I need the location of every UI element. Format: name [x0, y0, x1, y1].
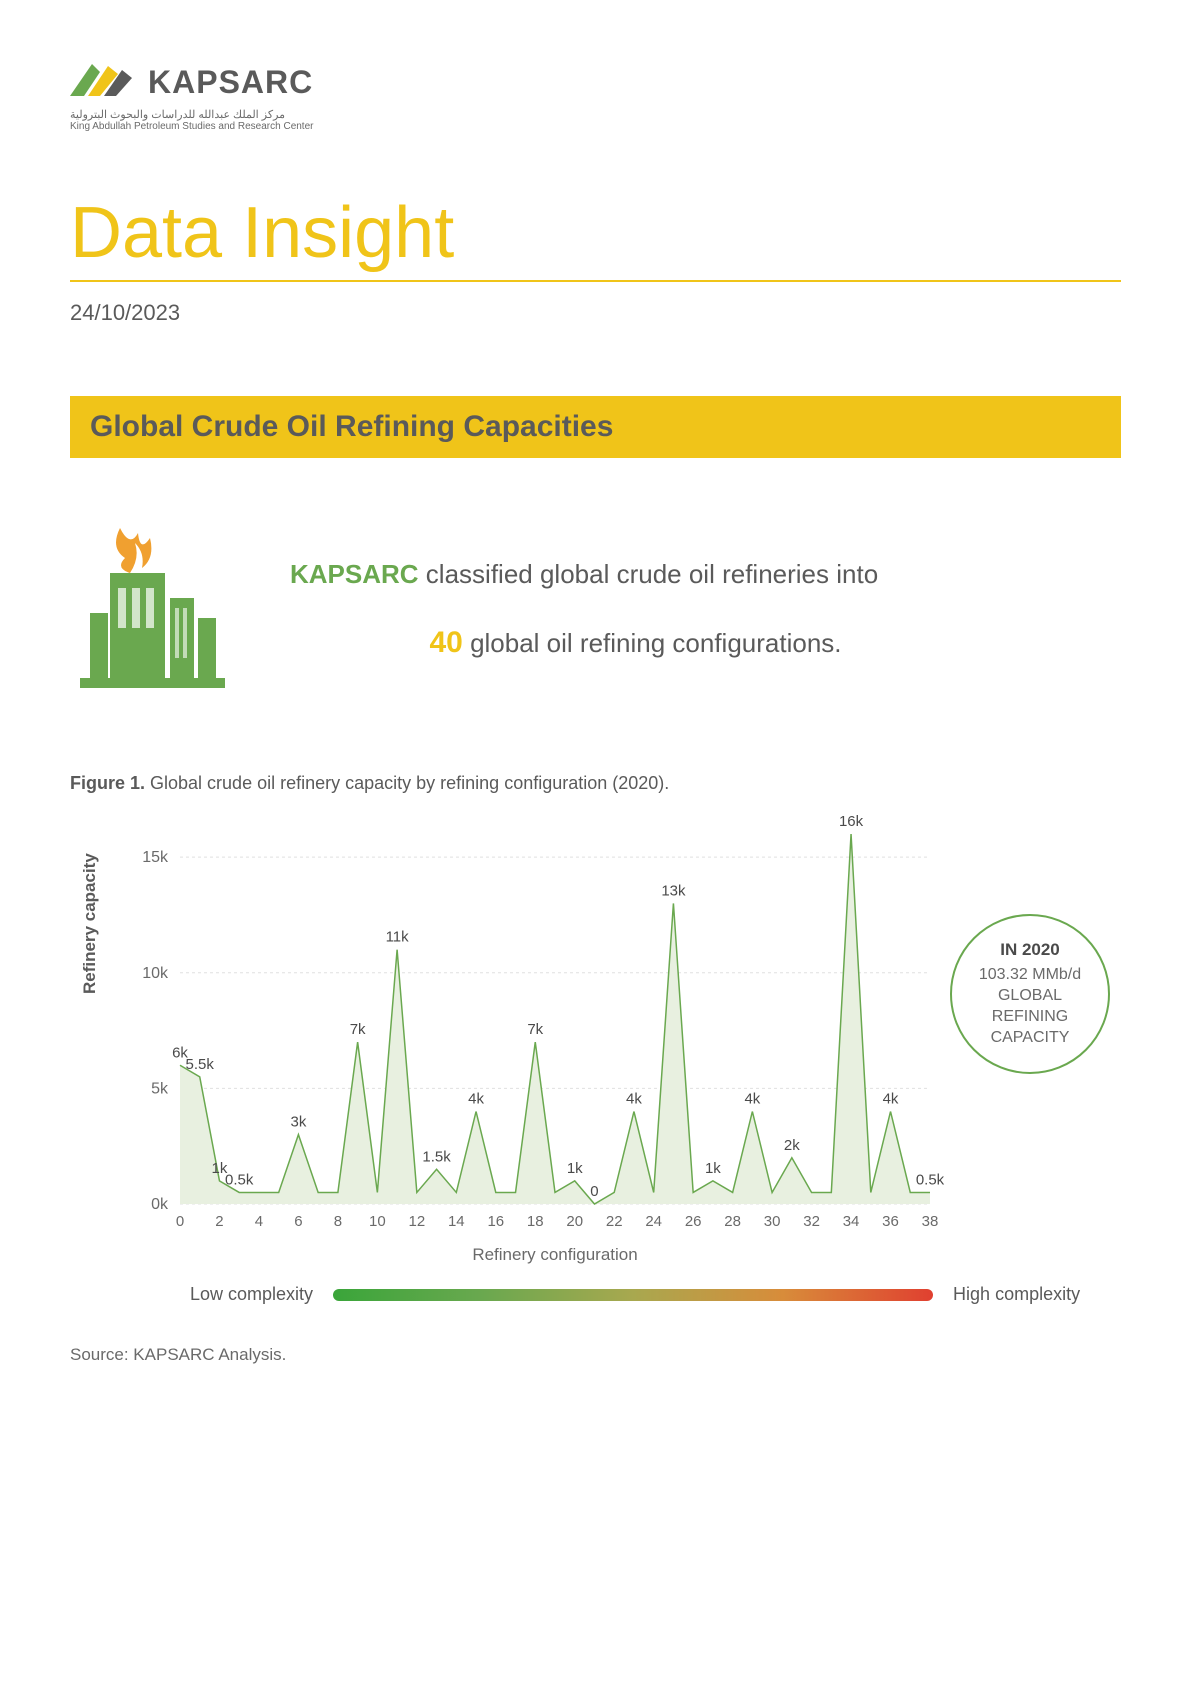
complexity-low: Low complexity — [190, 1284, 313, 1305]
complexity-legend: Low complexity High complexity — [190, 1284, 1121, 1305]
source-text: Source: KAPSARC Analysis. — [70, 1345, 1121, 1365]
badge-head: IN 2020 — [1000, 939, 1060, 961]
svg-text:0: 0 — [176, 1213, 184, 1230]
intro-row: KAPSARC classified global crude oil refi… — [70, 518, 1121, 703]
svg-text:15k: 15k — [142, 849, 169, 866]
svg-text:5.5k: 5.5k — [186, 1056, 215, 1073]
svg-text:2k: 2k — [784, 1137, 800, 1154]
section-banner: Global Crude Oil Refining Capacities — [70, 396, 1121, 458]
svg-text:30: 30 — [764, 1213, 781, 1230]
svg-text:1k: 1k — [705, 1160, 721, 1177]
stat-badge: IN 2020 103.32 MMb/d GLOBAL REFINING CAP… — [950, 914, 1110, 1074]
svg-text:8: 8 — [334, 1213, 342, 1230]
svg-text:Refinery configuration: Refinery configuration — [472, 1245, 637, 1264]
svg-text:5k: 5k — [151, 1080, 169, 1097]
svg-text:7k: 7k — [527, 1021, 543, 1038]
svg-text:1k: 1k — [567, 1160, 583, 1177]
badge-l3: REFINING — [992, 1007, 1068, 1028]
chart-svg: 0k5k10k15k024681012141618202224262830323… — [70, 814, 1120, 1274]
logo-mark-icon — [70, 60, 140, 104]
svg-text:26: 26 — [685, 1213, 702, 1230]
svg-text:22: 22 — [606, 1213, 623, 1230]
logo-block: KAPSARC مركز الملك عبدالله للدراسات والب… — [70, 60, 1121, 132]
svg-text:4k: 4k — [626, 1091, 642, 1108]
figure-label: Figure 1. — [70, 773, 145, 793]
date: 24/10/2023 — [70, 300, 1121, 326]
complexity-high: High complexity — [953, 1284, 1080, 1305]
svg-text:1.5k: 1.5k — [422, 1148, 451, 1165]
svg-text:24: 24 — [645, 1213, 662, 1230]
svg-text:13k: 13k — [661, 882, 686, 899]
badge-l2: GLOBAL — [998, 986, 1062, 1007]
svg-text:16k: 16k — [839, 814, 864, 830]
svg-text:7k: 7k — [350, 1021, 366, 1038]
intro-org: KAPSARC — [290, 559, 419, 589]
svg-text:36: 36 — [882, 1213, 899, 1230]
svg-text:0: 0 — [590, 1183, 598, 1200]
svg-text:4k: 4k — [744, 1091, 760, 1108]
svg-text:32: 32 — [803, 1213, 820, 1230]
svg-text:6: 6 — [294, 1213, 302, 1230]
intro-number: 40 — [429, 626, 462, 659]
svg-text:14: 14 — [448, 1213, 465, 1230]
svg-text:0k: 0k — [151, 1196, 169, 1213]
badge-l1: 103.32 MMb/d — [979, 965, 1081, 986]
svg-text:4k: 4k — [883, 1091, 899, 1108]
svg-text:2: 2 — [215, 1213, 223, 1230]
svg-text:4k: 4k — [468, 1091, 484, 1108]
svg-text:38: 38 — [922, 1213, 939, 1230]
svg-text:11k: 11k — [386, 929, 410, 946]
svg-text:10k: 10k — [142, 965, 169, 982]
svg-text:18: 18 — [527, 1213, 544, 1230]
intro-text: KAPSARC classified global crude oil refi… — [290, 551, 1121, 670]
logo-subtitle-arabic: مركز الملك عبدالله للدراسات والبحوث البت… — [70, 108, 1121, 121]
svg-text:34: 34 — [843, 1213, 860, 1230]
svg-text:0.5k: 0.5k — [916, 1171, 945, 1188]
svg-text:20: 20 — [566, 1213, 583, 1230]
chart-container: Refinery capacity 0k5k10k15k024681012141… — [70, 814, 1120, 1274]
svg-text:12: 12 — [408, 1213, 425, 1230]
logo-text: KAPSARC — [148, 64, 313, 101]
badge-l4: CAPACITY — [991, 1028, 1070, 1049]
figure-caption: Figure 1. Global crude oil refinery capa… — [70, 773, 1121, 794]
svg-text:16: 16 — [487, 1213, 504, 1230]
svg-text:0.5k: 0.5k — [225, 1171, 254, 1188]
refinery-icon — [70, 518, 240, 703]
page-title: Data Insight — [70, 192, 1121, 282]
intro-line2: global oil refining configurations. — [463, 628, 842, 658]
svg-text:3k: 3k — [290, 1114, 306, 1131]
complexity-gradient-bar — [333, 1289, 933, 1301]
figure-caption-text: Global crude oil refinery capacity by re… — [145, 773, 669, 793]
intro-line1: classified global crude oil refineries i… — [419, 559, 879, 589]
svg-text:28: 28 — [724, 1213, 741, 1230]
svg-text:4: 4 — [255, 1213, 263, 1230]
logo-subtitle-english: King Abdullah Petroleum Studies and Rese… — [70, 121, 1121, 132]
svg-text:10: 10 — [369, 1213, 386, 1230]
